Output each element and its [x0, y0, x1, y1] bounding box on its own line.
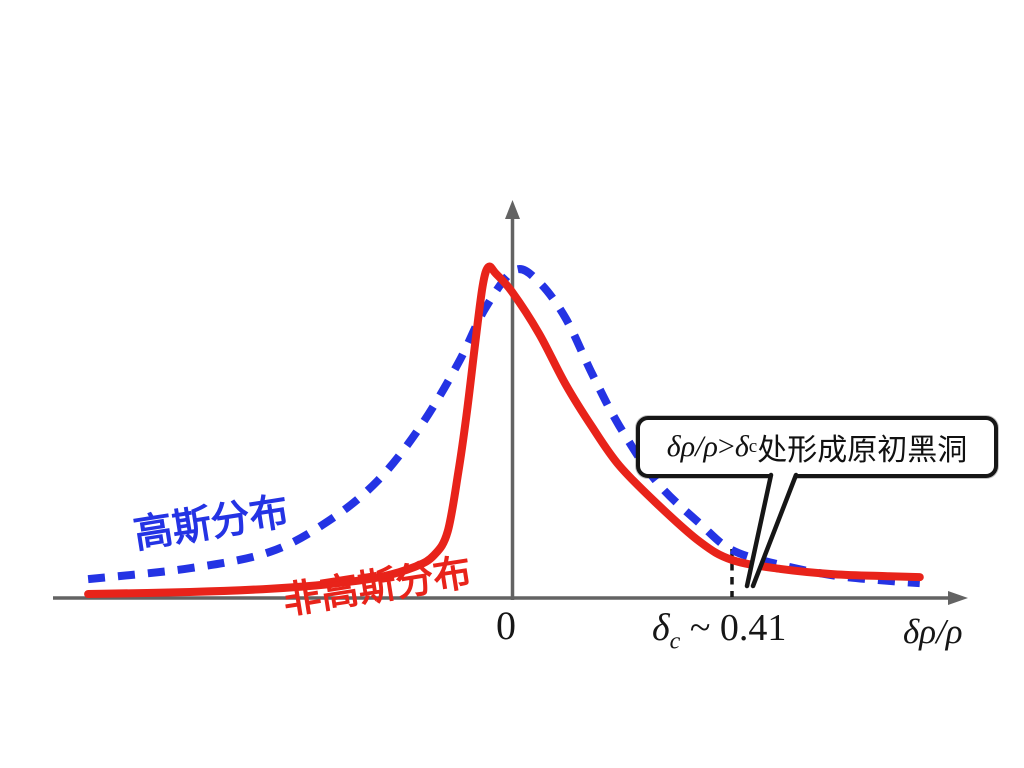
critical-delta-symbol: δ	[652, 607, 670, 649]
critical-value-label: δc ~ 0.41	[652, 606, 786, 656]
critical-sub: c	[669, 628, 681, 655]
y-axis-arrowhead	[505, 200, 520, 219]
x-axis-arrowhead	[948, 591, 968, 605]
non-gaussian-curve	[84, 262, 924, 598]
x-axis-label: δρ/ρ	[903, 612, 963, 651]
origin-tick-label: 0	[496, 603, 516, 648]
callout-sub: c	[748, 436, 758, 457]
pbh-formation-callout: δρ/ρ > δ c 处形成原初黑洞	[636, 416, 998, 478]
callout-operator: >	[717, 430, 735, 463]
callout-delta: δ	[734, 430, 749, 463]
callout-text: 处形成原初黑洞	[757, 434, 968, 467]
callout-ratio: δρ/ρ	[666, 430, 718, 463]
critical-value-text: ~ 0.41	[680, 607, 787, 649]
